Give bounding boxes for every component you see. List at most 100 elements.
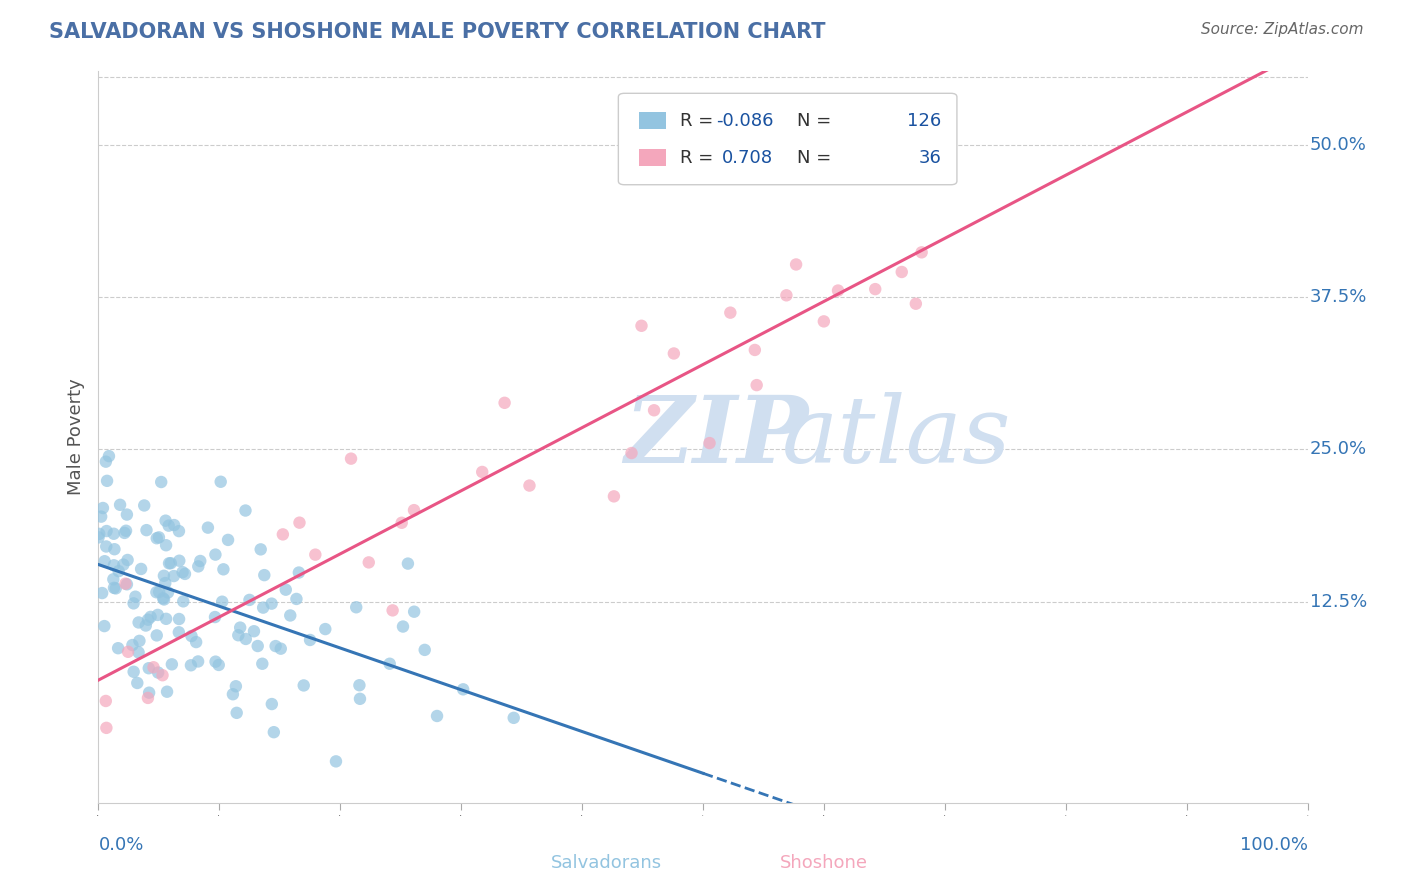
Point: [108, 498, 131, 512]
Point: [204, 548, 226, 562]
Point: [643, 403, 665, 417]
Point: [128, 633, 150, 648]
Point: [349, 691, 371, 706]
Point: [96, 474, 118, 488]
Point: [152, 668, 174, 682]
Point: [392, 619, 415, 633]
Point: [911, 245, 934, 260]
Point: [519, 478, 541, 492]
Point: [148, 530, 170, 544]
Point: [288, 516, 311, 530]
Point: [103, 581, 125, 595]
Point: [148, 585, 170, 599]
Text: -0.086: -0.086: [716, 112, 773, 129]
Text: 0.0%: 0.0%: [98, 836, 143, 854]
Point: [340, 451, 363, 466]
Point: [304, 548, 326, 562]
Point: [863, 282, 886, 296]
Point: [288, 566, 311, 580]
Text: N =: N =: [797, 149, 838, 167]
Text: 25.0%: 25.0%: [1310, 441, 1367, 458]
Point: [103, 526, 125, 541]
Point: [91, 501, 114, 516]
Point: [270, 641, 292, 656]
Point: [252, 600, 274, 615]
Point: [107, 641, 129, 656]
Bar: [638, 150, 665, 166]
Point: [134, 499, 156, 513]
Point: [115, 524, 138, 538]
Point: [271, 527, 294, 541]
Point: [188, 554, 211, 568]
Point: [138, 686, 160, 700]
Point: [260, 697, 283, 711]
Point: [112, 558, 135, 572]
Point: [209, 475, 232, 489]
Text: ZIP: ZIP: [624, 392, 808, 482]
Point: [246, 639, 269, 653]
Point: [167, 625, 190, 640]
Point: [827, 284, 849, 298]
Point: [87, 530, 110, 544]
Point: [127, 676, 149, 690]
Point: [155, 612, 177, 626]
Point: [145, 585, 167, 599]
Point: [662, 346, 685, 360]
Point: [718, 306, 741, 320]
Point: [90, 509, 112, 524]
Point: [217, 533, 239, 547]
Point: [344, 600, 367, 615]
Point: [93, 554, 115, 568]
Point: [129, 562, 152, 576]
Point: [603, 489, 626, 503]
Point: [89, 527, 111, 541]
Point: [243, 624, 266, 639]
Point: [225, 679, 247, 693]
Point: [167, 524, 190, 538]
Point: [150, 475, 173, 489]
Point: [775, 288, 797, 302]
Text: 50.0%: 50.0%: [1310, 136, 1367, 153]
Point: [813, 314, 835, 328]
Point: [157, 557, 180, 571]
Point: [115, 508, 138, 522]
Point: [117, 645, 139, 659]
Point: [225, 706, 247, 720]
Point: [114, 576, 136, 591]
Text: 100.0%: 100.0%: [1240, 836, 1308, 854]
Point: [155, 576, 177, 591]
Point: [904, 296, 927, 310]
Text: atlas: atlas: [782, 392, 1011, 482]
Text: N =: N =: [797, 112, 838, 129]
Point: [128, 615, 150, 630]
Point: [222, 687, 245, 701]
Point: [172, 594, 194, 608]
Point: [152, 591, 174, 606]
Point: [157, 518, 180, 533]
Text: 12.5%: 12.5%: [1310, 592, 1367, 611]
Point: [381, 603, 404, 617]
Point: [163, 518, 186, 533]
Point: [91, 586, 114, 600]
Point: [471, 465, 494, 479]
Point: [155, 514, 177, 528]
Point: [138, 661, 160, 675]
Point: [274, 582, 297, 597]
Point: [93, 619, 115, 633]
Point: [292, 678, 315, 692]
Point: [426, 709, 449, 723]
Point: [117, 553, 139, 567]
Point: [155, 538, 177, 552]
Point: [153, 592, 176, 607]
FancyBboxPatch shape: [619, 94, 957, 185]
Point: [146, 665, 169, 680]
Point: [226, 628, 249, 642]
Point: [103, 542, 125, 557]
Point: [349, 678, 371, 692]
Point: [139, 610, 162, 624]
Point: [103, 558, 125, 573]
Point: [104, 582, 127, 596]
Point: [156, 585, 179, 599]
Point: [122, 665, 145, 679]
Point: [107, 564, 129, 578]
